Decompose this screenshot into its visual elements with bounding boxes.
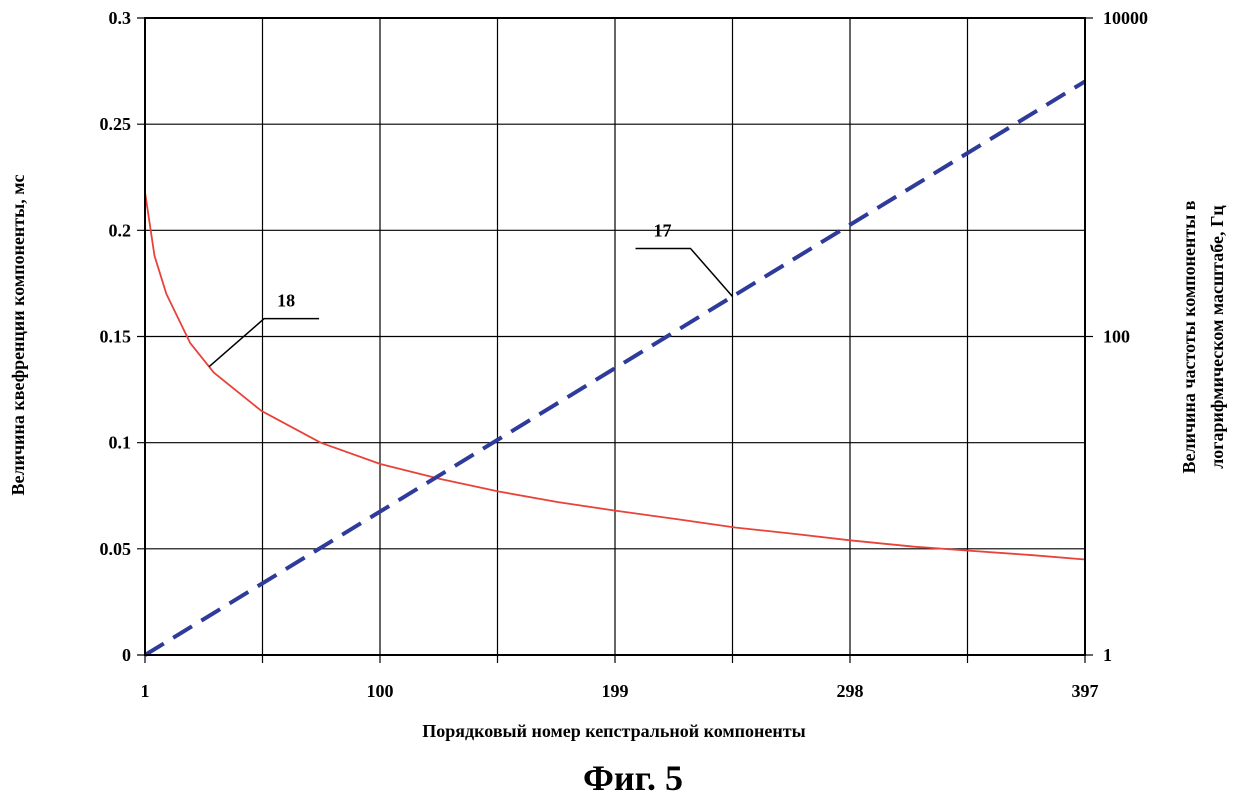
y-left-axis-title: Величина квефренции компоненты, мс: [8, 175, 28, 496]
y-left-tick-label: 0.05: [100, 539, 132, 559]
y-right-tick-label: 1: [1103, 645, 1112, 665]
callout-leader: [209, 319, 319, 367]
callout-leader: [636, 248, 733, 296]
y-right-axis-title-line1: Величина частоты компоненты в: [1179, 200, 1199, 473]
x-tick-label: 397: [1072, 681, 1099, 701]
y-right-tick-label: 100: [1103, 327, 1130, 347]
y-left-tick-label: 0.1: [109, 433, 132, 453]
x-tick-label: 100: [367, 681, 394, 701]
x-tick-label: 1: [141, 681, 150, 701]
grid: [137, 18, 1093, 663]
y-right-axis-title-line2: логарифмическом масштабе, Гц: [1207, 205, 1227, 469]
x-axis-title: Порядковый номер кепстральной компоненты: [422, 721, 805, 741]
y-left-tick-label: 0.15: [100, 327, 132, 347]
callout-label-18: 18: [277, 291, 295, 311]
figure-caption: Фиг. 5: [583, 758, 683, 798]
callout-label-17: 17: [654, 220, 672, 240]
y-left-tick-label: 0.25: [100, 114, 132, 134]
y-left-tick-label: 0: [122, 645, 131, 665]
tick-labels: 1 100 199 298 397 0 0.05 0.1 0.15 0.2 0.25 0.3 1 100 1…: [100, 8, 1149, 701]
x-tick-label: 199: [602, 681, 629, 701]
y-left-tick-label: 0.2: [109, 220, 132, 240]
y-right-tick-label: 10000: [1103, 8, 1148, 28]
x-tick-label: 298: [837, 681, 864, 701]
y-left-tick-label: 0.3: [109, 8, 132, 28]
